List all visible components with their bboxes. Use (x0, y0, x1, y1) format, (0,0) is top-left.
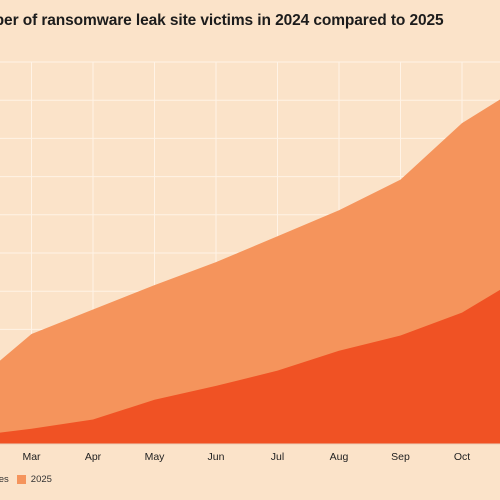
x-tick-label: Mar (22, 451, 41, 463)
x-tick-label: Jul (271, 451, 284, 463)
x-tick-label: Sep (391, 451, 410, 463)
x-tick-label: Jun (208, 451, 225, 463)
x-tick-label: Aug (330, 451, 349, 463)
x-tick-label: May (145, 451, 166, 463)
area-layer (0, 99, 500, 444)
x-tick-labels: Mar Apr May Jun Jul Aug Sep Oct (22, 451, 470, 463)
legend-label-2024: ves (0, 474, 9, 485)
legend-label-2025: 2025 (30, 474, 52, 485)
x-tick-label: Apr (85, 451, 102, 463)
x-tick-label: Oct (454, 451, 470, 463)
legend-item-2024: ves (0, 474, 9, 485)
legend-swatch-2025 (16, 475, 26, 484)
legend: ves 2025 (0, 474, 60, 485)
chart-title: mber of ransomware leak site victims in … (0, 12, 444, 29)
series-area-2024 (0, 289, 500, 444)
legend-item-2025: 2025 (16, 474, 52, 485)
